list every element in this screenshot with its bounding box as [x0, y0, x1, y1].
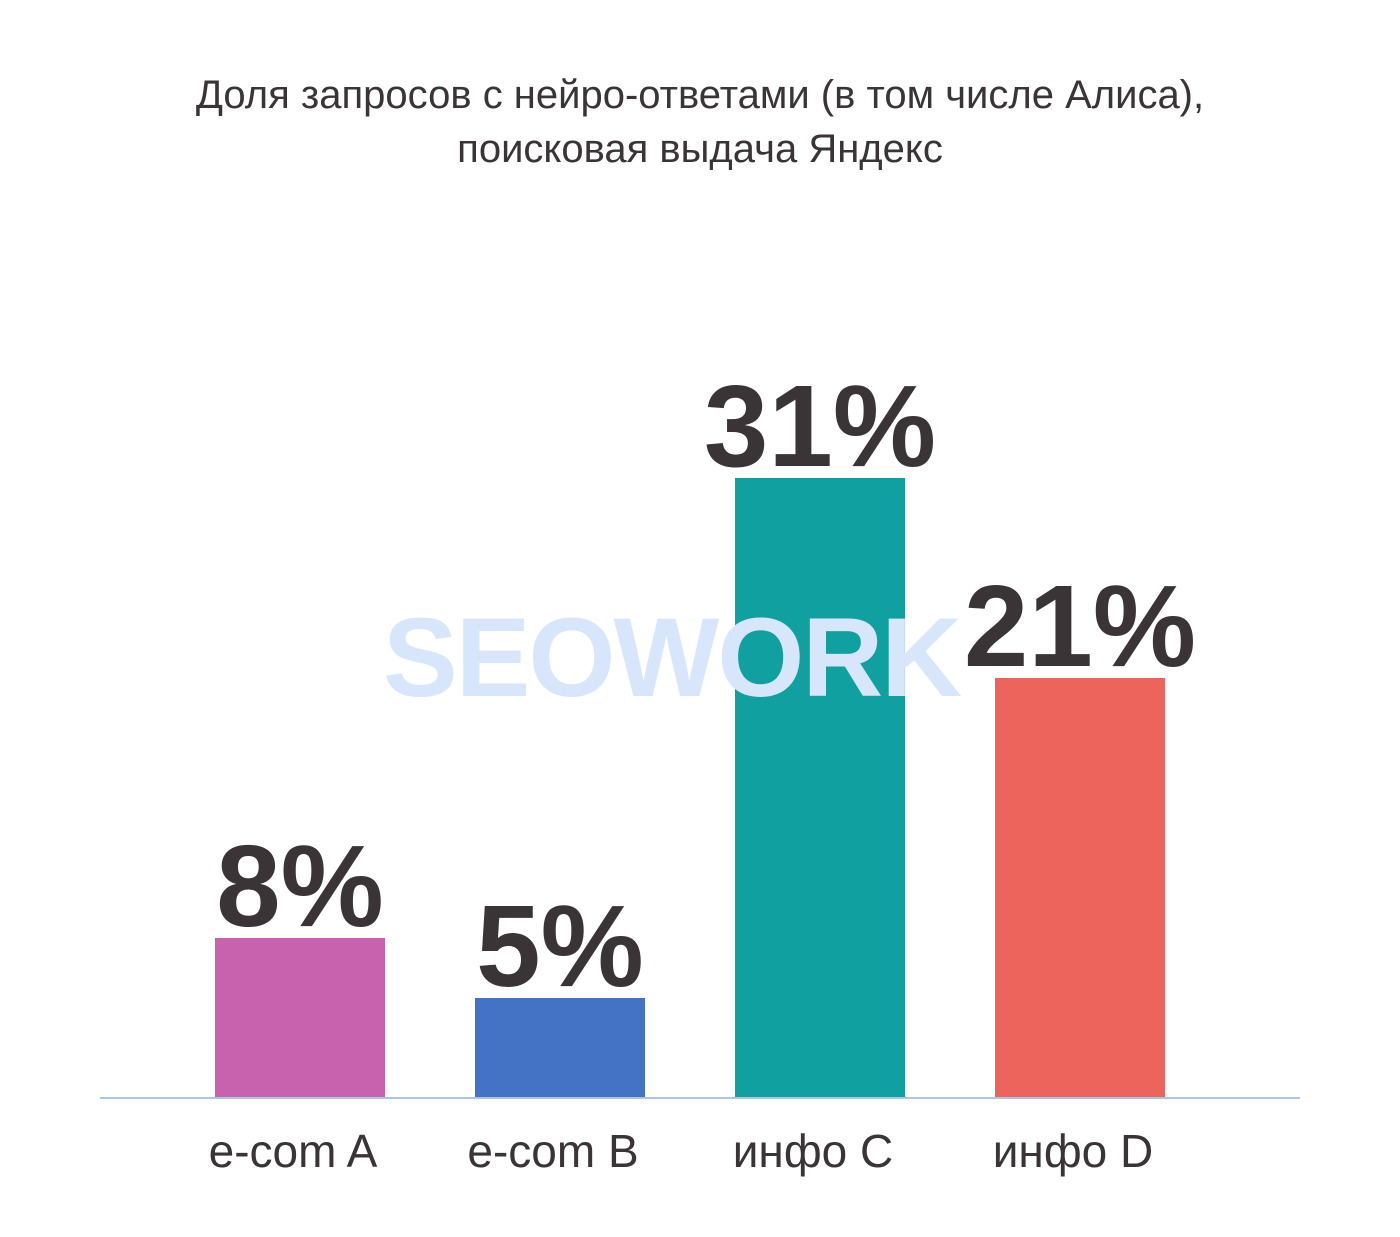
bar-value-label-4: 21%: [964, 561, 1196, 691]
bar-4: [995, 678, 1165, 1098]
category-label-3: инфо C: [733, 1125, 894, 1177]
category-label-2: e-com B: [467, 1125, 638, 1177]
chart-title: Доля запросов с нейро-ответами (в том чи…: [0, 68, 1400, 176]
category-label-1: e-com A: [209, 1125, 378, 1177]
chart-title-line-1: Доля запросов с нейро-ответами (в том чи…: [195, 73, 1205, 117]
bar-value-label-2: 5%: [476, 881, 644, 1011]
bar-value-label-1: 8%: [216, 821, 384, 951]
bar-value-label-3: 31%: [704, 361, 936, 491]
bar-2: [475, 998, 645, 1098]
bar-1: [215, 938, 385, 1098]
bar-3: [735, 478, 905, 1098]
chart-title-line-2: поисковая выдача Яндекс: [457, 127, 943, 171]
category-label-4: инфо D: [993, 1125, 1154, 1177]
